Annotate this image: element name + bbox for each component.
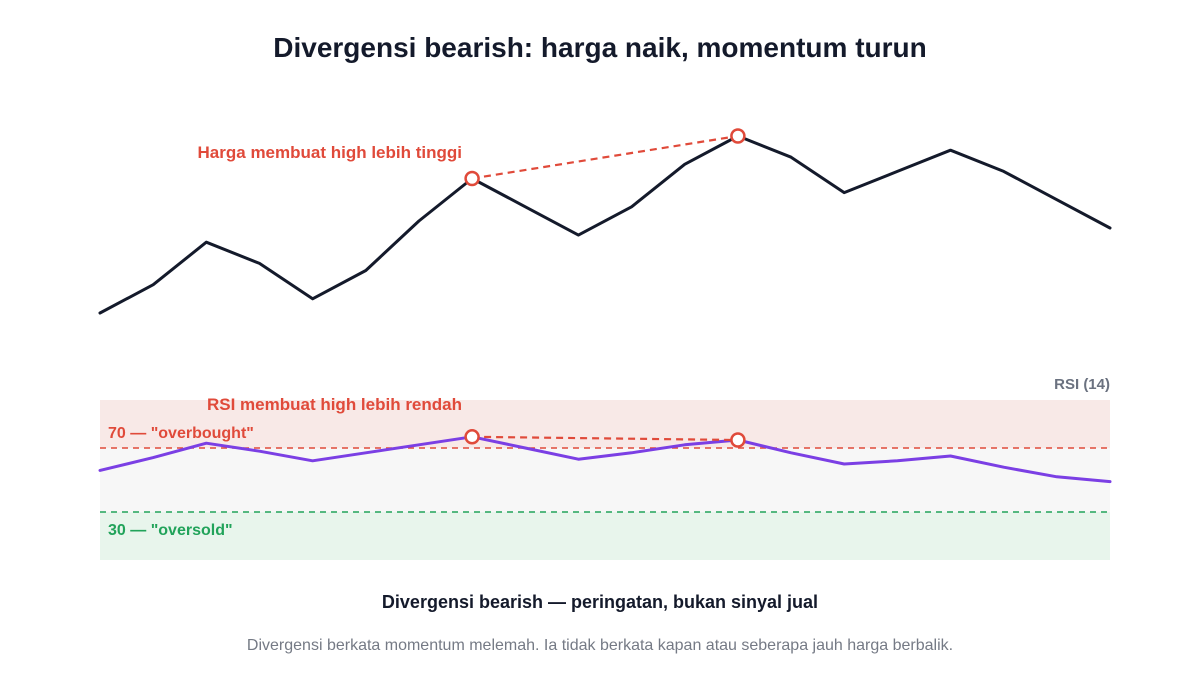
- price-panel: [98, 134, 1112, 315]
- chart-title: Divergensi bearish: harga naik, momentum…: [273, 32, 926, 63]
- oversold-zone: [100, 512, 1110, 560]
- rsi-panel: [98, 435, 1112, 484]
- overbought-zone: [100, 400, 1110, 448]
- divergence-layer: [464, 128, 746, 448]
- chart-note: Divergensi berkata momentum melemah. Ia …: [247, 637, 953, 654]
- rsi-high-marker-2: [730, 432, 746, 448]
- rsi-high-marker-1: [464, 429, 480, 445]
- price-divergence-line: [471, 134, 739, 180]
- price-high-marker-2: [730, 128, 746, 144]
- overbought-label: 70 — "overbought": [108, 425, 254, 442]
- rsi-zones: [100, 400, 1110, 560]
- rsi-line: [98, 435, 1112, 484]
- neutral-zone: [100, 448, 1110, 512]
- rsi-divergence-annotation: RSI membuat high lebih rendah: [207, 395, 462, 414]
- oversold-label: 30 — "oversold": [108, 522, 233, 539]
- rsi-divergence-line: [472, 435, 738, 442]
- rsi-panel-label: RSI (14): [1054, 376, 1110, 393]
- rsi-levels: [100, 447, 1110, 513]
- price-high-marker-1: [464, 170, 480, 187]
- chart-subtitle: Divergensi bearish — peringatan, bukan s…: [382, 592, 818, 612]
- price-line: [98, 134, 1112, 315]
- price-divergence-annotation: Harga membuat high lebih tinggi: [198, 143, 462, 162]
